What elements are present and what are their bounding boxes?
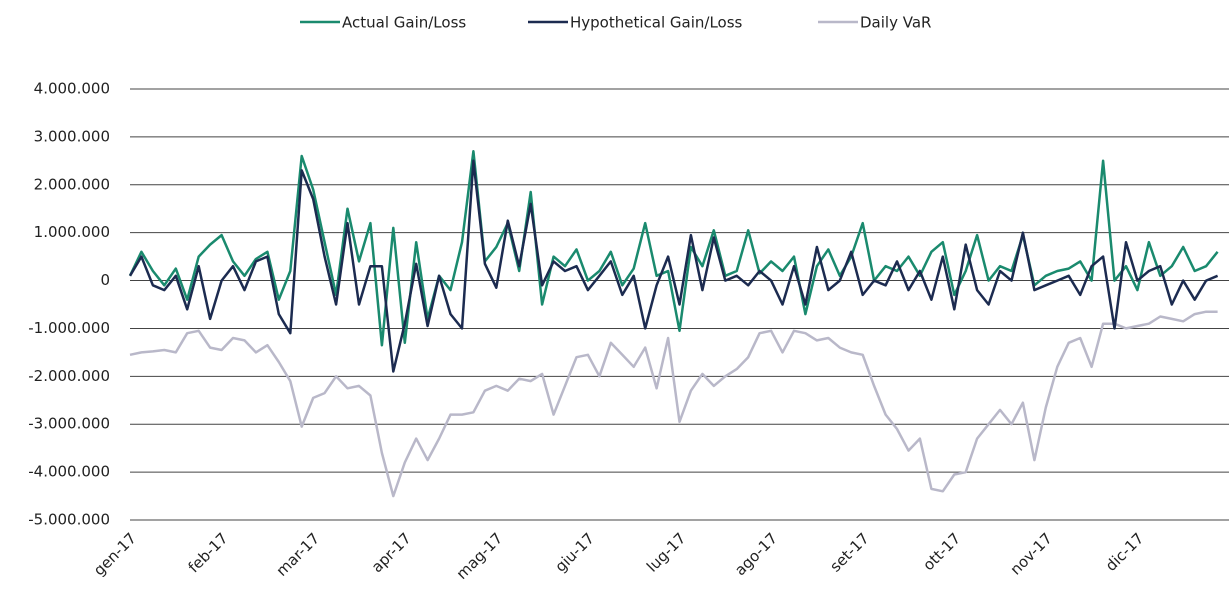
y-tick-label: 2.000.000 <box>34 175 110 193</box>
x-tick-label: lug-17 <box>643 529 689 575</box>
series-line <box>128 159 1219 373</box>
x-tick-label: gen-17 <box>90 529 140 579</box>
legend-label: Daily VaR <box>860 14 931 32</box>
series-line <box>129 310 1218 498</box>
x-tick-label: mag-17 <box>453 529 507 583</box>
y-tick-label: 3.000.000 <box>34 127 110 145</box>
y-tick-label: -1.000.000 <box>28 319 110 337</box>
x-tick-label: dic-17 <box>1102 529 1148 575</box>
legend-label: Hypothetical Gain/Loss <box>570 14 743 32</box>
x-tick-label: apr-17 <box>368 529 415 576</box>
y-tick-label: -3.000.000 <box>28 415 110 433</box>
x-tick-label: ago-17 <box>731 529 781 579</box>
series-line <box>128 150 1219 347</box>
y-tick-label: 0 <box>100 271 110 289</box>
y-tick-label: 4.000.000 <box>34 80 110 98</box>
y-tick-label: -2.000.000 <box>28 367 110 385</box>
legend-label: Actual Gain/Loss <box>342 14 466 32</box>
x-tick-label: set-17 <box>826 529 872 575</box>
y-tick-label: 1.000.000 <box>34 223 110 241</box>
y-tick-label: -4.000.000 <box>28 463 110 481</box>
x-tick-label: feb-17 <box>185 529 232 576</box>
x-tick-label: giu-17 <box>551 529 597 575</box>
x-tick-label: ott-17 <box>919 529 964 574</box>
x-tick-label: nov-17 <box>1007 529 1056 578</box>
x-tick-label: mar-17 <box>273 529 324 580</box>
y-tick-label: -5.000.000 <box>28 511 110 529</box>
